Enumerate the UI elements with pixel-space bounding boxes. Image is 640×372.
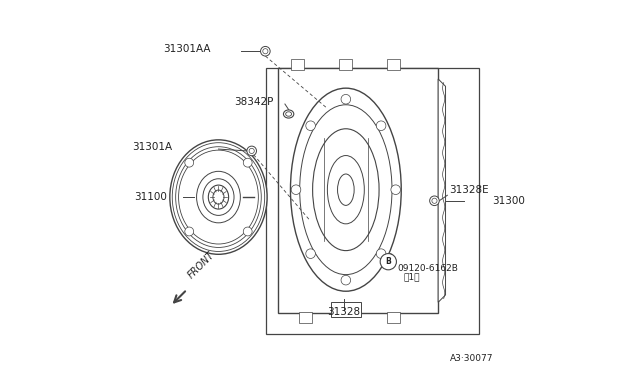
Circle shape bbox=[185, 227, 194, 236]
Circle shape bbox=[376, 249, 386, 259]
Circle shape bbox=[429, 196, 439, 206]
Circle shape bbox=[432, 198, 437, 203]
Circle shape bbox=[306, 249, 316, 259]
Circle shape bbox=[243, 158, 252, 167]
Text: B: B bbox=[385, 257, 391, 266]
Circle shape bbox=[185, 158, 194, 167]
Ellipse shape bbox=[337, 174, 354, 205]
Text: 38342P: 38342P bbox=[234, 97, 274, 107]
Text: 31300: 31300 bbox=[492, 196, 525, 206]
Ellipse shape bbox=[213, 190, 224, 204]
Text: 31328E: 31328E bbox=[449, 185, 489, 195]
Circle shape bbox=[391, 185, 401, 195]
Ellipse shape bbox=[291, 88, 401, 291]
Ellipse shape bbox=[285, 112, 292, 116]
Text: FRONT: FRONT bbox=[186, 250, 217, 280]
Bar bbox=[339, 59, 353, 70]
Ellipse shape bbox=[312, 129, 379, 251]
Bar bbox=[291, 59, 305, 70]
Text: 31301AA: 31301AA bbox=[164, 44, 211, 54]
Circle shape bbox=[243, 227, 252, 236]
Text: 31100: 31100 bbox=[134, 192, 167, 202]
Circle shape bbox=[341, 94, 351, 104]
Circle shape bbox=[263, 49, 268, 54]
Text: （1）: （1） bbox=[403, 273, 420, 282]
Text: 31328: 31328 bbox=[328, 307, 360, 317]
Ellipse shape bbox=[170, 140, 267, 254]
Circle shape bbox=[376, 121, 386, 131]
Circle shape bbox=[306, 121, 316, 131]
Ellipse shape bbox=[208, 185, 228, 209]
Circle shape bbox=[260, 46, 270, 56]
Bar bbox=[266, 68, 479, 334]
Circle shape bbox=[341, 275, 351, 285]
Ellipse shape bbox=[300, 105, 392, 275]
Bar bbox=[387, 311, 401, 323]
Text: 31301A: 31301A bbox=[132, 142, 172, 152]
Bar bbox=[278, 68, 438, 313]
Ellipse shape bbox=[328, 155, 364, 224]
Circle shape bbox=[249, 148, 254, 154]
Text: 09120-6162B: 09120-6162B bbox=[397, 263, 458, 273]
Circle shape bbox=[247, 146, 257, 156]
Text: A3·30077: A3·30077 bbox=[450, 354, 493, 363]
Circle shape bbox=[380, 254, 396, 270]
Bar bbox=[331, 302, 360, 317]
Bar bbox=[387, 59, 401, 70]
Polygon shape bbox=[438, 79, 445, 302]
Circle shape bbox=[291, 185, 301, 195]
Ellipse shape bbox=[284, 110, 294, 118]
Bar bbox=[299, 311, 312, 323]
